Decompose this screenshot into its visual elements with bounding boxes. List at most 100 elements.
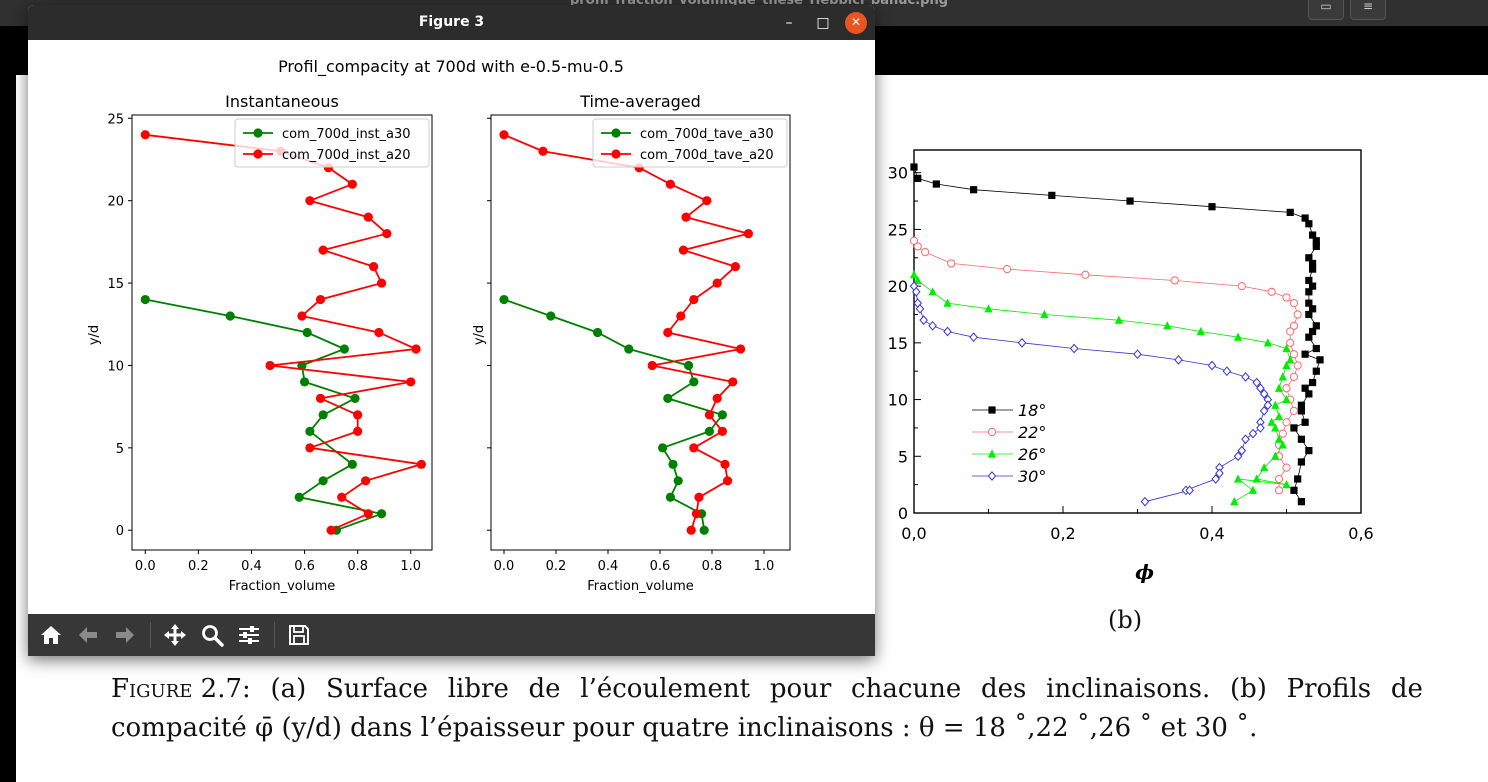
figure-suptitle: Profil_compacity at 700d with e-0.5-mu-0… <box>278 57 624 77</box>
data-point <box>1312 367 1320 375</box>
minimize-button[interactable]: – <box>785 15 793 31</box>
zoom-icon[interactable] <box>199 622 225 648</box>
data-point <box>1293 361 1302 370</box>
window-titlebar[interactable]: Figure 3 – □ ✕ <box>28 5 875 40</box>
data-point <box>1308 265 1317 273</box>
data-point <box>1282 384 1291 393</box>
legend-marker <box>253 128 263 138</box>
data-point <box>1308 305 1317 313</box>
data-point <box>910 163 918 171</box>
background-menu-icon[interactable]: ≡ <box>1350 0 1386 20</box>
data-point <box>712 278 722 288</box>
data-point <box>1297 435 1305 443</box>
toolbar-separator <box>274 622 275 648</box>
data-point <box>665 492 676 502</box>
data-point <box>1196 326 1205 336</box>
configure-subplots-icon[interactable] <box>236 622 262 648</box>
y-axis-label: y/d <box>87 325 102 345</box>
x-tick-label: 1.0 <box>400 559 421 574</box>
data-point <box>1282 418 1291 427</box>
caption-word: de <box>1390 674 1423 704</box>
data-point <box>1267 417 1276 426</box>
data-point <box>1233 474 1243 483</box>
data-point <box>1267 287 1276 296</box>
y-tick-label: 5 <box>116 442 124 457</box>
maximize-button[interactable]: □ <box>816 15 830 31</box>
y-tick-label: 5 <box>898 447 908 466</box>
y-tick-label: 30 <box>888 164 908 183</box>
data-point <box>943 298 952 307</box>
back-icon[interactable] <box>75 622 101 648</box>
time-averaged-axes: Time-averaged 0.0 0.2 0.4 0.6 0.8 1.0 Fraction_… <box>472 92 791 594</box>
data-point <box>1248 485 1258 494</box>
data-point <box>416 459 426 469</box>
x-tick-label: 0,0 <box>901 524 926 543</box>
pan-icon[interactable] <box>162 622 188 648</box>
caption-word: (a) <box>270 674 307 704</box>
close-button[interactable]: ✕ <box>845 12 867 34</box>
data-point <box>689 377 699 387</box>
figure-canvas[interactable]: Profil_compacity at 700d with e-0.5-mu-0… <box>28 40 875 614</box>
data-point <box>1305 299 1313 307</box>
caption-word: pour <box>769 674 832 704</box>
data-point <box>297 360 307 371</box>
data-point <box>1305 447 1313 455</box>
data-point <box>302 327 312 338</box>
x-tick-label: 0,6 <box>1348 524 1373 543</box>
data-point <box>684 360 694 371</box>
axes-frame <box>131 114 433 551</box>
data-point <box>717 426 728 436</box>
data-point <box>305 443 315 453</box>
data-point <box>712 393 722 404</box>
data-point <box>1282 360 1291 370</box>
axes-title: Instantaneous <box>225 92 339 111</box>
data-point <box>932 180 940 188</box>
data-point <box>1126 197 1134 205</box>
data-point <box>736 344 746 354</box>
data-point <box>704 426 715 436</box>
data-point <box>1256 383 1265 394</box>
data-point <box>624 344 634 354</box>
figure-caption: Figure 2.7: (a) Surface libre de l’écoulement… <box>111 670 1423 748</box>
data-point <box>730 261 741 272</box>
x-tick-label: 0.2 <box>188 559 209 574</box>
data-point <box>663 327 673 338</box>
data-point <box>1305 276 1313 285</box>
data-point <box>318 245 328 255</box>
background-monitor-icon[interactable]: ▭ <box>1308 0 1344 20</box>
document-legend: 18° 22° 26° 30° <box>972 401 1046 486</box>
data-point <box>315 294 326 305</box>
data-point <box>1263 400 1273 411</box>
x-tick-label: 0.8 <box>702 559 723 574</box>
data-point <box>665 179 676 189</box>
home-icon[interactable] <box>38 622 64 648</box>
data-point <box>1017 337 1027 348</box>
data-point <box>1289 372 1299 381</box>
series-30° <box>909 281 1273 507</box>
x-tick-label: 0.4 <box>241 559 262 574</box>
axes-frame <box>490 114 791 551</box>
legend-label: 22° <box>1018 423 1046 442</box>
data-point <box>1278 372 1287 381</box>
legend-label: com_700d_inst_a20 <box>282 148 411 163</box>
data-point <box>663 393 673 404</box>
caption-word: l’écoulement <box>580 674 751 704</box>
data-point <box>704 410 715 420</box>
data-point <box>1286 327 1295 336</box>
data-point <box>699 525 709 535</box>
data-point <box>691 509 702 519</box>
forward-icon[interactable] <box>112 622 138 648</box>
data-point <box>376 278 387 288</box>
data-point <box>1282 343 1291 353</box>
data-point <box>689 443 699 453</box>
data-point <box>987 471 997 481</box>
data-point <box>1305 310 1313 319</box>
data-point <box>913 242 922 251</box>
save-icon[interactable] <box>286 622 312 648</box>
viewer-left-band <box>0 26 16 782</box>
data-point <box>1274 486 1284 495</box>
data-point <box>1308 378 1317 387</box>
data-point <box>1305 333 1313 341</box>
data-point <box>315 393 326 404</box>
data-point <box>1259 389 1269 399</box>
